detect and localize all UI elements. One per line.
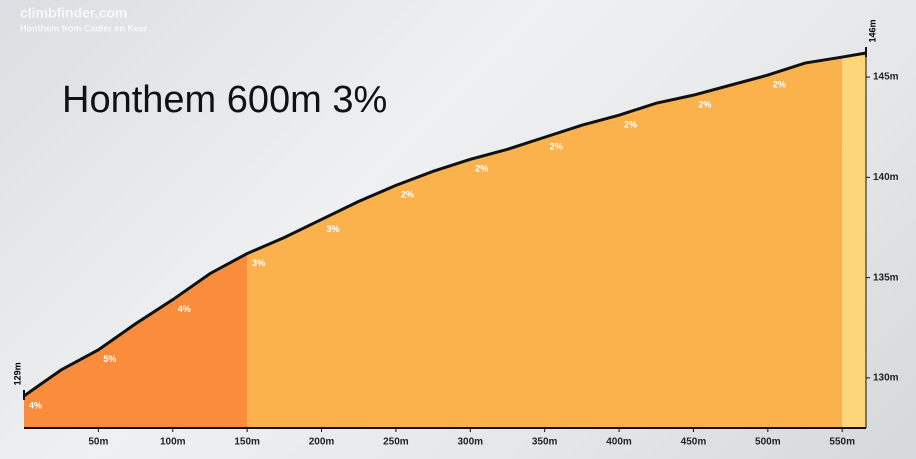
profile-line bbox=[23, 51, 867, 398]
y-tick-label: 145m bbox=[873, 72, 899, 83]
x-tick-label: 50m bbox=[88, 437, 108, 448]
gradient-label: 3% bbox=[252, 258, 265, 268]
x-tick-label: 200m bbox=[309, 437, 335, 448]
gradient-label: 4% bbox=[29, 400, 42, 410]
gradient-label: 4% bbox=[178, 304, 191, 314]
start-label: 129m bbox=[12, 362, 22, 385]
x-tick-label: 550m bbox=[829, 437, 855, 448]
gradient-label: 2% bbox=[401, 190, 414, 200]
x-tick-label: 400m bbox=[606, 437, 632, 448]
x-tick-label: 500m bbox=[755, 437, 781, 448]
y-tick-label: 135m bbox=[873, 272, 899, 283]
x-tick-label: 450m bbox=[681, 437, 707, 448]
gradient-label: 2% bbox=[550, 142, 563, 152]
end-label: 146m bbox=[867, 20, 877, 43]
zone-fill bbox=[842, 53, 866, 428]
gradient-label: 2% bbox=[773, 79, 786, 89]
zone-fill bbox=[247, 57, 843, 429]
chart-title: Honthem 600m 3% bbox=[62, 79, 387, 121]
gradient-label: 3% bbox=[327, 224, 340, 234]
subtitle: Honthem from Cadier en Keer bbox=[20, 23, 148, 33]
gradient-label: 5% bbox=[103, 354, 116, 364]
gradient-label: 2% bbox=[624, 120, 637, 130]
y-tick-label: 140m bbox=[873, 172, 899, 183]
x-tick-label: 300m bbox=[458, 437, 484, 448]
x-tick-label: 250m bbox=[383, 437, 409, 448]
x-tick-label: 150m bbox=[234, 437, 260, 448]
gradient-label: 2% bbox=[475, 164, 488, 174]
zone-fill bbox=[24, 253, 248, 428]
x-tick-label: 350m bbox=[532, 437, 558, 448]
y-tick-label: 130m bbox=[873, 373, 899, 384]
gradient-label: 2% bbox=[698, 100, 711, 110]
x-tick-label: 100m bbox=[160, 437, 186, 448]
site-name: climbfinder.com bbox=[20, 5, 127, 21]
plot: 129m 146m 4% 5% 4% 3% 3% 2% 2% 2% 2% 2% 2% 50m 100m 150… bbox=[12, 20, 898, 448]
